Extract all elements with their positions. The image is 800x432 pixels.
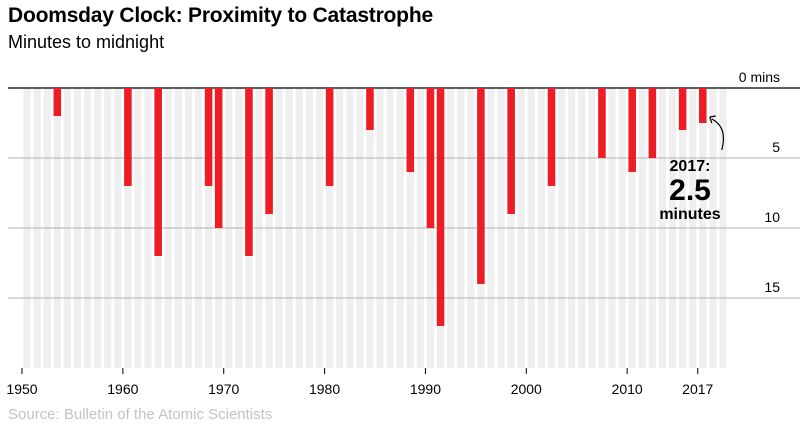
chart-title: Doomsday Clock: Proximity to Catastrophe [8, 4, 433, 27]
bar [124, 88, 132, 186]
bar [214, 88, 223, 228]
source-note: Source: Bulletin of the Atomic Scientist… [8, 406, 273, 423]
annotation-2017: 2017: 2.5 minutes [645, 159, 735, 223]
x-tick-label: 1990 [410, 381, 441, 397]
bar [154, 88, 162, 256]
annotation-arrow [711, 118, 725, 151]
bar [245, 88, 253, 256]
chart-subtitle: Minutes to midnight [8, 32, 165, 52]
bar [699, 88, 707, 123]
x-tick-label: 1950 [6, 381, 37, 397]
bar [477, 88, 485, 284]
y-tick-label: 5 [772, 139, 780, 155]
x-tick-label: 2010 [612, 381, 643, 397]
y-tick-label: 10 [764, 209, 780, 225]
bar [53, 88, 62, 116]
annotation-value: 2.5 [669, 174, 711, 207]
bar [406, 88, 415, 172]
bar [325, 88, 334, 186]
bar [547, 88, 556, 186]
x-tick-label: 2017 [682, 381, 713, 397]
annotation-year: 2017: [669, 158, 711, 175]
x-tick-label: 1970 [208, 381, 239, 397]
bar [204, 88, 213, 186]
bar [628, 88, 636, 172]
bar [678, 88, 687, 130]
annotation-unit: minutes [659, 206, 721, 223]
bar [507, 88, 515, 214]
x-tick-label: 1980 [309, 381, 340, 397]
bar [648, 88, 657, 158]
bar [426, 88, 435, 228]
bar [265, 88, 273, 214]
y-tick-label: 15 [764, 279, 780, 295]
bar [436, 88, 445, 326]
x-tick-label: 2000 [511, 381, 542, 397]
bar [598, 88, 606, 158]
bar [366, 88, 374, 130]
y-tick-label: 0 mins [739, 69, 780, 85]
annotation-arrowhead [709, 115, 716, 124]
x-tick-label: 1960 [107, 381, 138, 397]
